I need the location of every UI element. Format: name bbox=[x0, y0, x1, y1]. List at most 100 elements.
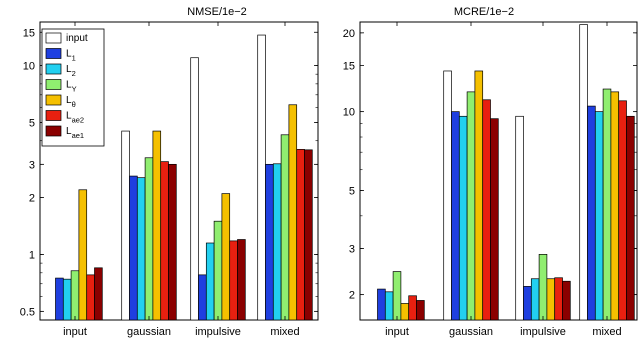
y-tick-label: 20 bbox=[343, 28, 355, 40]
bar-input-L2 bbox=[62, 278, 72, 321]
legend-label: Lae2 bbox=[66, 111, 84, 125]
y-tick-label: 2 bbox=[29, 193, 35, 205]
legend-label-main: input bbox=[66, 33, 88, 44]
y-tick-label: 10 bbox=[23, 61, 35, 73]
legend-label-main: L bbox=[66, 80, 72, 91]
bar-gaussian-Lae2 bbox=[160, 161, 169, 321]
bar-mixed-Lθ bbox=[288, 104, 298, 321]
bar-input-Lae1 bbox=[416, 300, 425, 321]
bar-impulsive-Lae1 bbox=[562, 280, 571, 321]
x-tick-label: input bbox=[63, 326, 87, 338]
y-tick-label: 15 bbox=[343, 61, 355, 73]
bar-impulsive-Lθ bbox=[546, 278, 556, 321]
bar-gaussian-Lae2 bbox=[482, 99, 491, 321]
bar-impulsive-Lθ bbox=[221, 193, 231, 321]
bar-impulsive-L1 bbox=[523, 286, 532, 321]
legend-label-subscript: θ bbox=[72, 100, 76, 109]
x-tick-label: gaussian bbox=[127, 326, 171, 338]
bar-input-Lae2 bbox=[86, 274, 95, 321]
legend-label: input bbox=[66, 33, 88, 44]
bar-input-Lae2 bbox=[408, 295, 417, 321]
y-tick-label: 1 bbox=[29, 249, 35, 261]
bar-mixed-L2 bbox=[272, 163, 282, 321]
legend-swatch bbox=[45, 125, 62, 137]
bar-mixed-input bbox=[257, 34, 266, 321]
bar-impulsive-L1 bbox=[198, 274, 207, 321]
bar-impulsive-Lae2 bbox=[554, 277, 563, 321]
bar-mixed-L1 bbox=[587, 105, 596, 321]
nmse-y-axis: 0.5 1 2 3 5 10 15 bbox=[20, 27, 318, 318]
bar-impulsive-Lae2 bbox=[229, 240, 238, 321]
bar-mixed-Lae1 bbox=[304, 149, 313, 321]
bar-mixed-Lae1 bbox=[626, 115, 635, 321]
bar-input-LY bbox=[70, 270, 80, 321]
nmse-x-axis: input gaussian impulsive mixed bbox=[63, 22, 300, 338]
bar-mixed-Lae2 bbox=[618, 100, 627, 321]
legend-label-main: L bbox=[66, 95, 72, 106]
bar-mixed-Lθ bbox=[610, 91, 620, 321]
legend-label: Lae1 bbox=[66, 126, 84, 140]
legend-label-subscript: 2 bbox=[72, 69, 76, 78]
mcre-bars bbox=[377, 24, 635, 321]
bar-mixed-L2 bbox=[594, 111, 604, 321]
bar-gaussian-L1 bbox=[129, 175, 138, 321]
legend-label: L1 bbox=[66, 49, 76, 63]
x-tick-label: input bbox=[385, 326, 409, 338]
bar-impulsive-LY bbox=[538, 254, 548, 321]
bar-input-L1 bbox=[55, 277, 64, 321]
bar-mixed-input bbox=[579, 24, 588, 321]
legend-label-main: L bbox=[66, 64, 72, 75]
y-tick-label: 5 bbox=[29, 117, 35, 129]
bar-gaussian-Lθ bbox=[152, 130, 162, 321]
bar-input-L1 bbox=[377, 288, 386, 321]
bar-input-Lae1 bbox=[94, 267, 103, 321]
legend-swatch bbox=[45, 110, 62, 121]
legend-label-main: L bbox=[66, 49, 72, 60]
legend-label-subscript: ae2 bbox=[72, 116, 85, 125]
bar-gaussian-input bbox=[443, 70, 452, 321]
legend-swatch bbox=[45, 48, 62, 59]
legend-label-subscript: ae1 bbox=[72, 131, 85, 140]
bar-gaussian-LY bbox=[466, 91, 476, 321]
bar-input-L2 bbox=[384, 291, 394, 321]
x-tick-label: mixed bbox=[270, 326, 299, 338]
x-tick-label: mixed bbox=[592, 326, 621, 338]
legend-label: L2 bbox=[66, 64, 76, 78]
bar-mixed-LY bbox=[280, 134, 290, 321]
bar-input-LY bbox=[392, 271, 402, 321]
bar-impulsive-L2 bbox=[205, 242, 215, 321]
y-tick-label: 5 bbox=[349, 185, 355, 197]
mcre-y-axis: 2 3 5 10 15 20 bbox=[343, 28, 637, 302]
y-tick-label: 10 bbox=[343, 107, 355, 119]
legend-label-main: L bbox=[66, 111, 72, 122]
bar-gaussian-L2 bbox=[136, 177, 146, 321]
mcre-chart-title: MCRE/1e−2 bbox=[454, 6, 514, 18]
y-tick-label: 2 bbox=[349, 290, 355, 302]
bar-gaussian-LY bbox=[144, 157, 154, 321]
bar-impulsive-LY bbox=[213, 220, 223, 321]
bar-gaussian-L1 bbox=[451, 111, 460, 321]
bar-gaussian-Lae1 bbox=[168, 163, 177, 321]
legend-label: LY bbox=[66, 80, 77, 94]
nmse-chart-title: NMSE/1e−2 bbox=[187, 6, 247, 18]
bar-impulsive-L2 bbox=[530, 278, 540, 321]
x-tick-label: impulsive bbox=[195, 326, 241, 338]
y-tick-label: 3 bbox=[349, 244, 355, 256]
legend-label-subscript: 1 bbox=[72, 54, 76, 63]
bar-gaussian-Lθ bbox=[474, 70, 484, 321]
legend-swatch bbox=[45, 63, 62, 75]
bar-gaussian-input bbox=[121, 130, 130, 321]
nmse-bars bbox=[55, 34, 313, 321]
mcre-chart: MCRE/1e−2 2 3 5 10 15 20 input gaussian impulsi… bbox=[343, 6, 638, 338]
bar-impulsive-input bbox=[190, 57, 199, 321]
bar-input-Lθ bbox=[400, 303, 410, 321]
legend-swatch bbox=[45, 94, 62, 106]
bar-gaussian-L2 bbox=[458, 115, 468, 321]
legend-label-subscript: Y bbox=[72, 85, 77, 94]
y-tick-label: 3 bbox=[29, 159, 35, 171]
bar-mixed-Lae2 bbox=[296, 149, 305, 321]
legend-swatch bbox=[45, 32, 62, 44]
x-tick-label: gaussian bbox=[449, 326, 493, 338]
